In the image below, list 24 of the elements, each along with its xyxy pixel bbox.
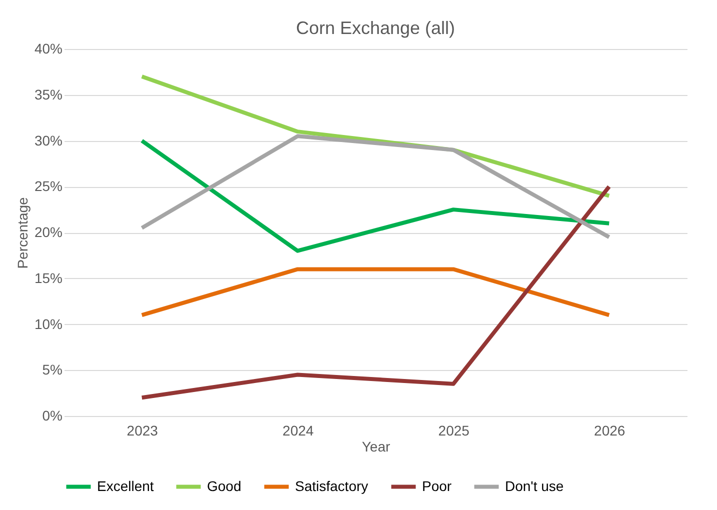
- y-tick-label: 30%: [34, 132, 62, 148]
- legend-label: Satisfactory: [295, 478, 368, 494]
- legend-label: Poor: [422, 478, 452, 494]
- x-tick-label: 2026: [594, 422, 626, 438]
- legend-label: Good: [207, 478, 242, 494]
- line-series: [140, 134, 612, 240]
- x-axis-title: Year: [362, 438, 390, 454]
- legend-label: Don't use: [505, 478, 564, 494]
- y-tick-label: 10%: [34, 316, 62, 332]
- y-tick-label: 40%: [34, 40, 62, 56]
- legend-label: Excellent: [97, 478, 154, 494]
- x-tick-label: 2024: [282, 422, 314, 438]
- y-tick-label: 25%: [34, 178, 62, 194]
- y-tick-label: 35%: [34, 86, 62, 102]
- y-tick-label: 15%: [34, 270, 62, 286]
- x-tick-label: 2023: [126, 422, 158, 438]
- y-tick-label: 0%: [42, 408, 62, 424]
- y-axis-title: Percentage: [14, 196, 30, 269]
- y-tick-label: 5%: [42, 362, 62, 378]
- x-tick-label: 2025: [438, 422, 470, 438]
- chart-title: Corn Exchange (all): [296, 18, 456, 38]
- line-series: [140, 138, 612, 253]
- y-tick-label: 20%: [34, 224, 62, 240]
- line-series: [140, 184, 612, 400]
